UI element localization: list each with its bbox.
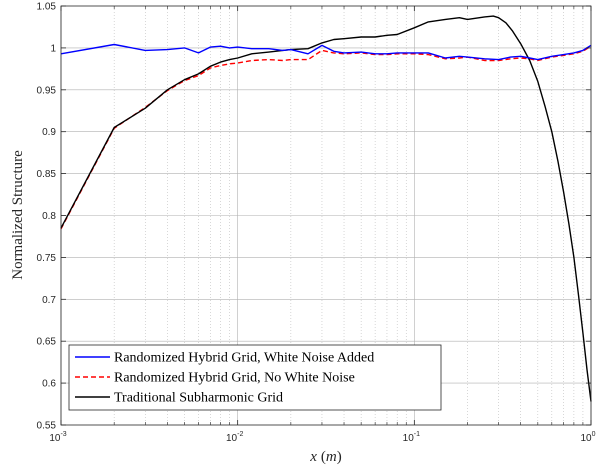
y-tick-label: 0.6 — [42, 379, 56, 390]
legend-label: Traditional Subharmonic Grid — [114, 391, 283, 406]
x-tick-label: 10-1 — [403, 431, 420, 444]
series-group — [60, 15, 592, 402]
y-tick-label: 0.8 — [42, 211, 56, 222]
legend-label: Randomized Hybrid Grid, White Noise Adde… — [114, 351, 374, 366]
y-tick-label: 0.75 — [37, 253, 57, 264]
legend: Randomized Hybrid Grid, White Noise Adde… — [68, 344, 442, 411]
x-axis-label-open-paren: ( — [321, 449, 326, 465]
series-line-3 — [60, 15, 592, 402]
x-tick-label-exponent: -2 — [237, 431, 243, 438]
y-tick-label: 0.85 — [37, 169, 57, 180]
legend-label: Randomized Hybrid Grid, No White Noise — [114, 371, 355, 386]
x-axis-label-unit: m — [326, 449, 337, 465]
x-tick-label-base: 10 — [403, 433, 415, 444]
y-tick-label: 1 — [50, 43, 56, 54]
x-axis-label-close-paren: ) — [337, 449, 342, 465]
x-axis-label: x (m) — [309, 449, 342, 465]
y-tick-label: 1.05 — [37, 2, 57, 13]
x-tick-label-base: 10 — [49, 433, 61, 444]
y-tick-label: 0.65 — [37, 337, 57, 348]
series-line-1 — [60, 43, 592, 61]
x-tick-label: 100 — [580, 431, 595, 444]
y-tick-label: 0.7 — [42, 295, 56, 306]
x-tick-label-base: 10 — [226, 433, 238, 444]
x-tick-label-exponent: -1 — [414, 431, 420, 438]
x-tick-label: 10-2 — [226, 431, 243, 444]
x-axis-label-symbol: x — [309, 449, 317, 465]
y-tick-label: 0.55 — [37, 421, 57, 432]
x-tick-label: 10-3 — [49, 431, 66, 444]
y-tick-label: 0.9 — [42, 127, 56, 138]
x-tick-label-exponent: -3 — [60, 431, 66, 438]
x-tick-label-exponent: 0 — [592, 431, 596, 438]
axis-ticks: 10-3 10-2 10-1 1000.550.60.650.70.750.80.85… — [37, 2, 596, 445]
legend-box — [68, 344, 442, 411]
y-tick-label: 0.95 — [37, 85, 57, 96]
x-tick-label-base: 10 — [580, 433, 592, 444]
y-axis-label: Normalized Structure — [10, 150, 26, 280]
